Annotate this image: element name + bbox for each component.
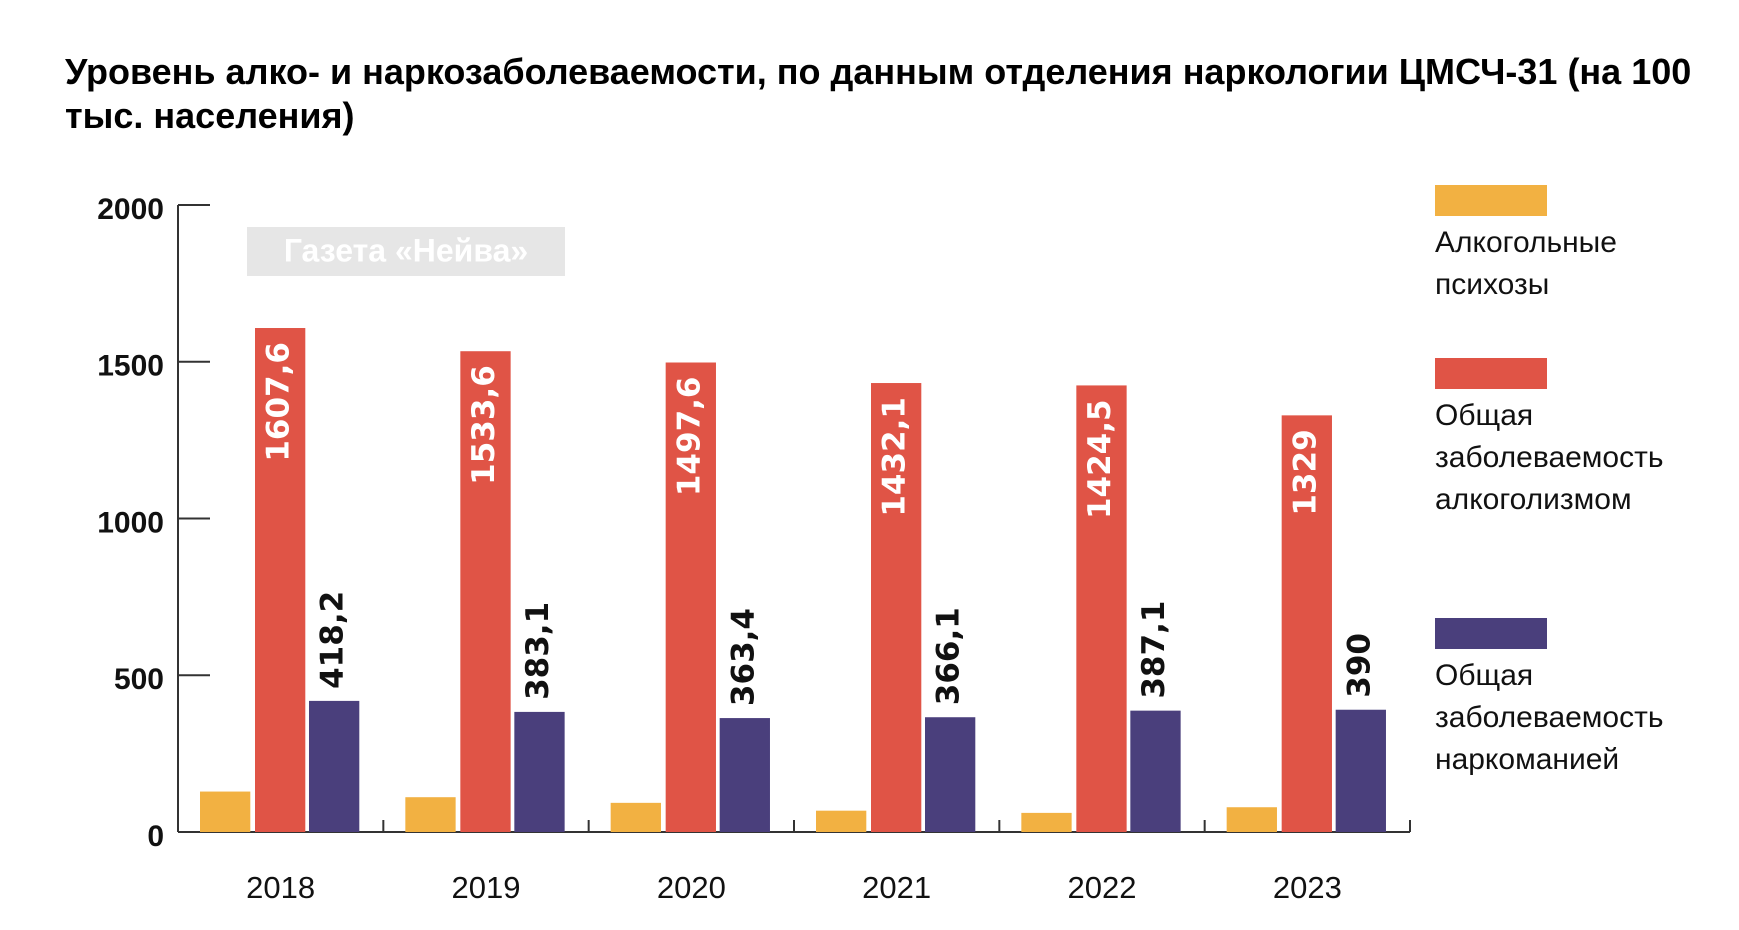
- bar: [719, 718, 770, 832]
- chart-title: Уровень алко- и наркозаболеваемости, по …: [65, 51, 1692, 136]
- value-label: 418,2: [315, 591, 351, 689]
- watermark-box: [247, 227, 565, 276]
- value-label: 366,1: [931, 607, 967, 705]
- bar: [871, 383, 922, 832]
- x-tick-label: 2023: [1273, 870, 1342, 905]
- y-tick-label: 500: [114, 663, 164, 696]
- value-label: 363,4: [725, 608, 761, 706]
- y-tick-label: 1000: [97, 506, 164, 539]
- legend-label: Алкогольные психозы: [1435, 226, 1617, 301]
- bar: [1021, 812, 1072, 832]
- bar: [460, 351, 511, 832]
- x-tick-label: 2022: [1068, 870, 1137, 905]
- bar: [1226, 807, 1277, 832]
- legend-item: Алкогольные психозы: [1435, 185, 1725, 306]
- bar: [255, 328, 306, 832]
- legend-item: Общая заболеваемость наркоманией: [1435, 618, 1725, 781]
- bar: [1335, 709, 1386, 832]
- legend-swatch: [1435, 618, 1547, 649]
- bar: [1130, 710, 1181, 832]
- bar: [816, 810, 867, 832]
- x-tick-label: 2018: [246, 870, 315, 905]
- value-label: 383,1: [520, 602, 556, 700]
- value-label: 1497,6: [671, 377, 707, 497]
- bar: [309, 700, 360, 832]
- value-label: 1432,1: [877, 397, 913, 517]
- y-tick-label: 2000: [97, 193, 164, 226]
- x-tick-label: 2019: [452, 870, 521, 905]
- x-tick-label: 2021: [862, 870, 931, 905]
- bar: [1281, 415, 1332, 832]
- value-label: 1533,6: [466, 365, 502, 485]
- legend-item: Общая заболеваемость алкоголизмом: [1435, 358, 1725, 521]
- x-tick-label: 2020: [657, 870, 726, 905]
- bar: [610, 802, 661, 832]
- bar: [665, 362, 716, 832]
- value-label: 387,1: [1136, 601, 1172, 699]
- legend-label: Общая заболеваемость алкоголизмом: [1435, 399, 1664, 516]
- bar: [200, 791, 251, 832]
- legend-label: Общая заболеваемость наркоманией: [1435, 659, 1664, 776]
- bar: [514, 711, 565, 832]
- value-label: 390: [1341, 633, 1377, 698]
- value-label: 1329: [1287, 429, 1323, 515]
- bar: [1076, 385, 1127, 832]
- value-label: 1607,6: [261, 342, 297, 462]
- legend-swatch: [1435, 358, 1547, 389]
- watermark: Газета «Нейва»: [284, 232, 528, 268]
- y-tick-label: 0: [147, 820, 164, 853]
- y-tick-label: 1500: [97, 350, 164, 383]
- value-label: 1424,5: [1082, 399, 1118, 519]
- bar: [925, 717, 976, 832]
- bar: [405, 797, 456, 832]
- legend-swatch: [1435, 185, 1547, 216]
